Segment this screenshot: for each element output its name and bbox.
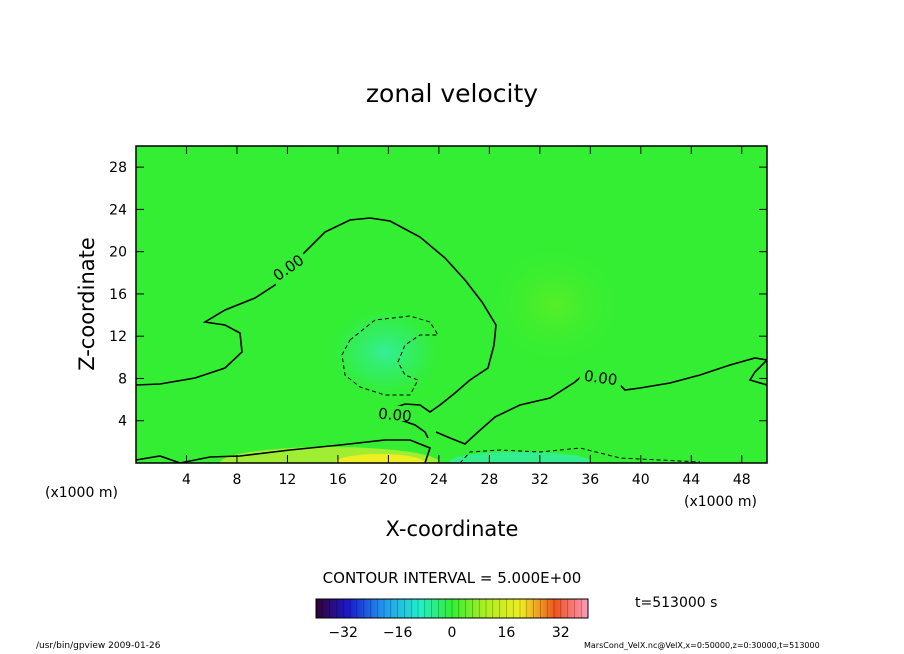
x-axis-label: X-coordinate [386, 517, 519, 541]
x-tick-label: 20 [379, 472, 397, 488]
contour-label-bg-1 [267, 248, 309, 286]
plot-frame [135, 145, 768, 464]
zero-contour-tail [748, 359, 767, 386]
x-tick-label: 32 [531, 472, 549, 488]
plot-background [136, 146, 767, 463]
contour-label-bg-2 [375, 406, 415, 421]
zero-contour-lower [179, 439, 431, 463]
x-tick-label: 4 [182, 472, 191, 488]
y-axis-label: Z-coordinate [75, 237, 99, 371]
y-tick-label: 16 [109, 287, 127, 303]
positive-region [475, 235, 635, 375]
x-tick-label: 40 [632, 472, 650, 488]
contour-label-bg-3 [579, 365, 623, 387]
y-tick-label: 4 [118, 414, 127, 430]
x-axis-ticks: 4 8 12 16 20 24 28 32 36 40 44 48 [182, 146, 751, 488]
colorbar-tick-label: −32 [328, 625, 358, 641]
x-tick-label: 48 [733, 472, 751, 488]
zero-contour-main [136, 217, 497, 417]
negative-region-lower [450, 452, 590, 463]
x-tick-label: 44 [682, 472, 700, 488]
chart-title: zonal velocity [366, 79, 538, 108]
y-tick-label: 24 [109, 202, 127, 218]
x-unit-right: (x1000 m) [684, 494, 757, 510]
contour-label-2: 0.00 [377, 405, 412, 426]
negative-contour-2 [459, 447, 701, 463]
footer-right: MarsCond_VelX.nc@VelX,x=0:50000,z=0:3000… [584, 641, 820, 650]
y-axis-ticks: 4 8 12 16 20 24 28 [109, 160, 767, 430]
x-tick-label: 12 [279, 472, 297, 488]
positive-core [335, 454, 425, 463]
x-tick-label: 16 [329, 472, 347, 488]
x-tick-label: 36 [581, 472, 599, 488]
y-tick-label: 28 [109, 160, 127, 176]
x-tick-label: 24 [430, 472, 448, 488]
y-tick-label: 12 [109, 329, 127, 345]
y-tick-label: 8 [118, 371, 127, 387]
colorbar-ticks: −32 −16 0 16 32 [328, 625, 569, 641]
x-unit-left: (x1000 m) [45, 485, 118, 501]
colorbar-dividers [322, 599, 582, 618]
negative-contour-1 [341, 315, 439, 396]
plot-area [136, 146, 767, 463]
x-tick-label: 28 [480, 472, 498, 488]
zero-contour-base [136, 417, 429, 463]
contour-label-3: 0.00 [583, 367, 619, 389]
colorbar-tick-label: 16 [497, 625, 515, 641]
y-tick-label: 20 [109, 245, 127, 261]
colorbar-tick-label: 0 [448, 625, 457, 641]
colorbar-tick-label: 32 [552, 625, 570, 641]
negative-region [325, 304, 445, 400]
time-label: t=513000 s [635, 595, 717, 611]
footer-left: /usr/bin/gpview 2009-01-26 [36, 641, 161, 651]
contour-interval-label: CONTOUR INTERVAL = 5.000E+00 [323, 569, 582, 587]
x-tick-label: 8 [232, 472, 241, 488]
colorbar-tick-label: −16 [383, 625, 413, 641]
